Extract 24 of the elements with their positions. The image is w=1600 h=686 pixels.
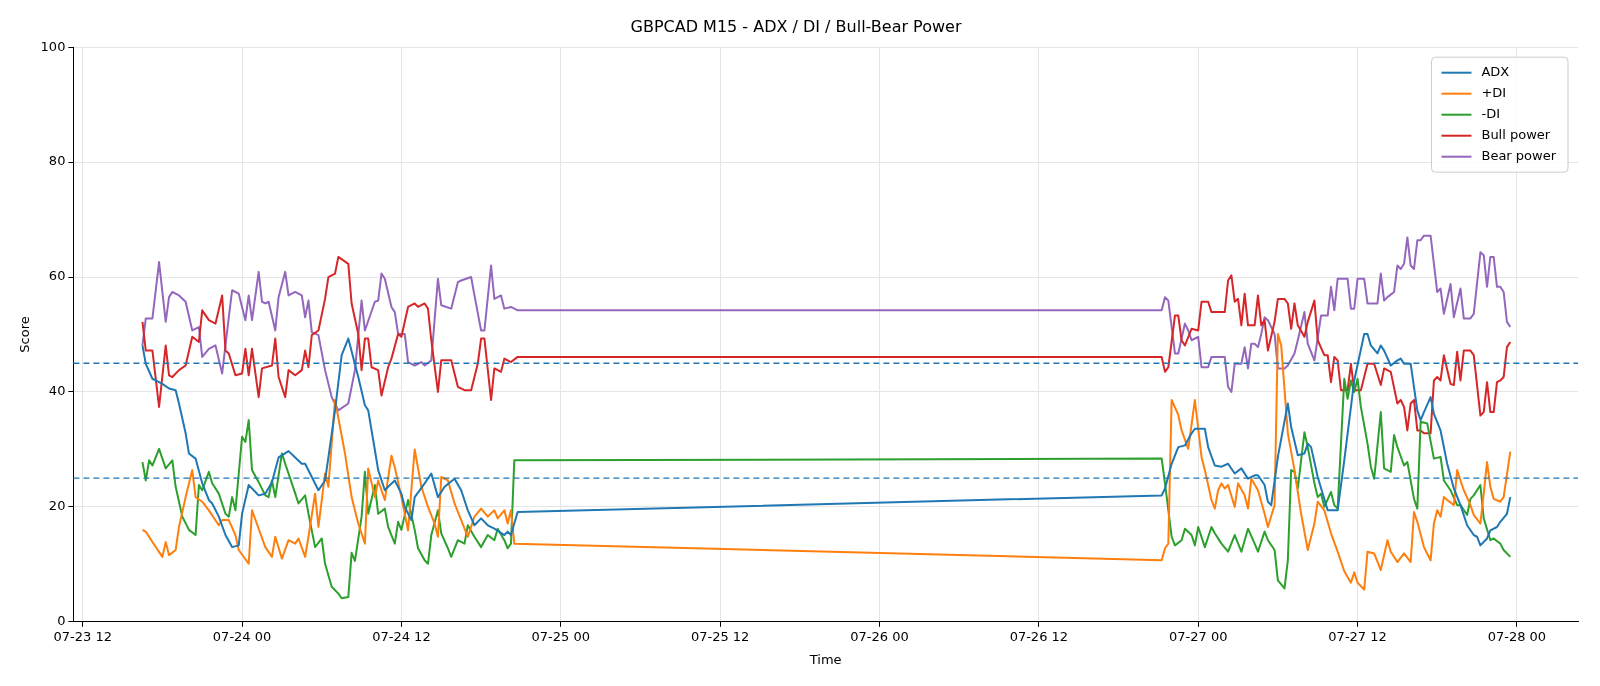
y-tick-label: 40 xyxy=(48,383,66,399)
chart-title: GBPCAD M15 - ADX / DI / Bull-Bear Power xyxy=(630,16,962,36)
x-tick-label: 07-27 00 xyxy=(1168,628,1228,644)
x-tick-label: 07-25 00 xyxy=(531,628,590,644)
x-tick-label: 07-27 12 xyxy=(1328,628,1387,644)
legend-label: ADX xyxy=(1481,64,1510,80)
y-tick-label: 0 xyxy=(57,613,66,629)
legend-label: +DI xyxy=(1481,85,1507,101)
legend-label: -DI xyxy=(1481,106,1501,122)
x-axis-title: Time xyxy=(808,651,842,667)
x-tick-label: 07-25 12 xyxy=(690,628,750,644)
legend-label: Bear power xyxy=(1481,148,1557,164)
x-tick-label: 07-23 12 xyxy=(53,628,112,644)
x-tick-label: 07-24 12 xyxy=(372,628,431,644)
y-tick-label: 100 xyxy=(40,38,66,54)
y-tick-label: 20 xyxy=(48,498,66,514)
y-tick-label: 60 xyxy=(48,268,66,284)
y-tick-label: 80 xyxy=(48,153,66,169)
y-axis-title: Score xyxy=(17,316,33,353)
x-tick-label: 07-24 00 xyxy=(212,628,272,644)
x-tick-label: 07-26 12 xyxy=(1009,628,1069,644)
x-tick-label: 07-28 00 xyxy=(1487,628,1547,644)
x-tick-label: 07-26 00 xyxy=(850,628,909,644)
legend-label: Bull power xyxy=(1481,127,1551,143)
